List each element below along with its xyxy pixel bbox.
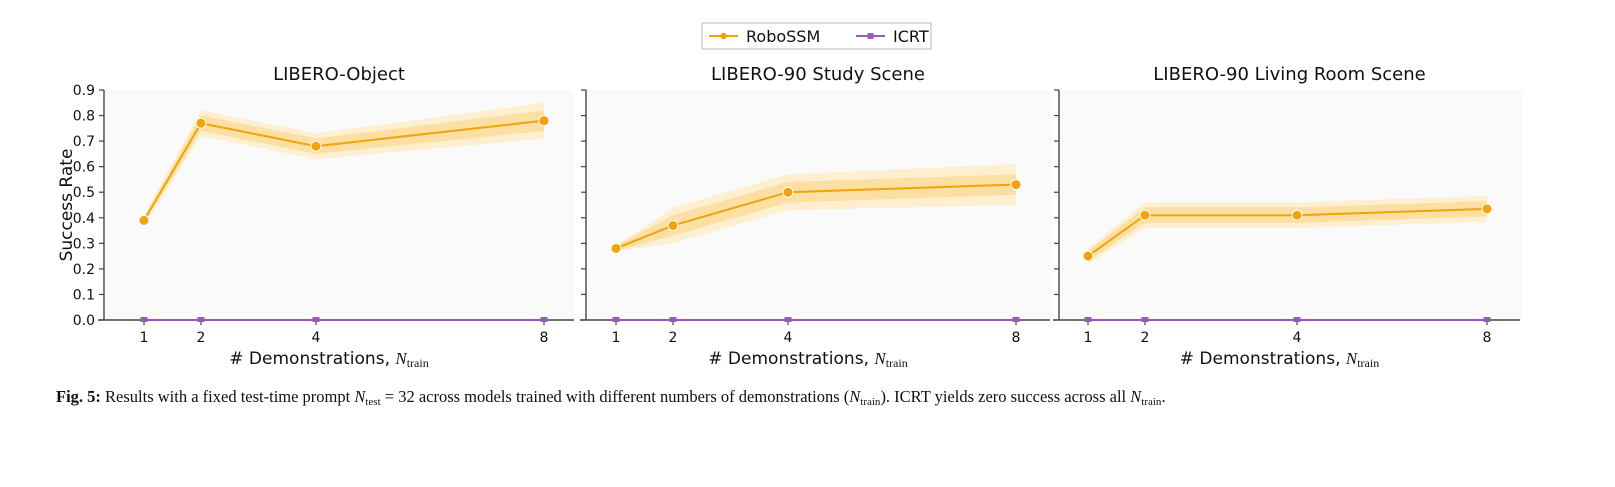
data-point-roboSSM (138, 214, 150, 226)
data-point-roboSSM (310, 140, 322, 152)
caption-sub: train (1141, 396, 1162, 408)
caption-text: . (1161, 387, 1166, 406)
series-line-roboSSM (1087, 207, 1488, 257)
panel-title: LIBERO-90 Study Scene (711, 64, 925, 85)
x-axis-label-text: # Demonstrations, (708, 349, 874, 369)
x-tick-label: 2 (669, 330, 678, 346)
data-point-roboSSM (1139, 209, 1151, 221)
data-point-icrt (540, 317, 548, 322)
x-axis-label-var: N (1345, 349, 1359, 368)
panel-title: LIBERO-Object (273, 64, 405, 85)
caption-text: = 32 across models trained with differen… (380, 387, 850, 406)
caption-var: N (354, 387, 366, 406)
panel-libero-object: LIBERO-Object Success Rate # Demonstrati… (57, 64, 574, 370)
series-line-roboSSM (615, 183, 1017, 250)
y-tick-label: 0.7 (73, 134, 95, 150)
legend-marker-icrt (867, 33, 874, 39)
y-tick-label: 0.8 (73, 109, 95, 125)
y-tick-label: 0.6 (73, 160, 95, 176)
data-point-roboSSM (610, 242, 622, 254)
x-tick-label: 1 (1084, 330, 1093, 346)
x-tick-label: 8 (540, 330, 549, 346)
data-point-roboSSM (538, 115, 550, 127)
figure: RoboSSM ICRT LIBERO-Object Success Rate … (57, 22, 1522, 370)
x-tick-label: 8 (1012, 330, 1021, 346)
data-point-roboSSM (1481, 203, 1493, 215)
legend-label-roboSSM: RoboSSM (746, 27, 820, 46)
legend-label-icrt: ICRT (893, 27, 929, 46)
data-point-icrt (1293, 317, 1301, 322)
figure-caption: Fig. 5: Results with a fixed test-time p… (56, 386, 1556, 413)
x-axis-label-sub: train (407, 356, 429, 370)
data-point-roboSSM (195, 117, 207, 129)
data-point-roboSSM (667, 219, 679, 231)
panel-libero-90-living-room-scene: LIBERO-90 Living Room Scene # Demonstrat… (1053, 64, 1522, 370)
confidence-band-inner (144, 110, 544, 223)
x-axis-label-text: # Demonstrations, (1180, 349, 1346, 369)
y-tick-label: 0.9 (73, 83, 95, 99)
data-point-icrt (1483, 317, 1491, 322)
legend-entry-roboSSM: RoboSSM (709, 27, 820, 46)
legend-entry-icrt: ICRT (856, 27, 929, 46)
data-point-icrt (1141, 317, 1149, 322)
x-tick-label: 4 (312, 330, 321, 346)
x-axis-label-var: N (394, 349, 408, 368)
data-point-roboSSM (782, 186, 794, 198)
legend-frame (701, 22, 932, 50)
x-tick-label: 1 (140, 330, 149, 346)
x-axis-label-sub: train (1357, 356, 1379, 370)
data-point-roboSSM (1082, 250, 1094, 262)
caption-var: N (849, 387, 861, 406)
caption-text: Results with a fixed test-time prompt (100, 387, 355, 406)
x-tick-label: 4 (784, 330, 793, 346)
y-axis-label: Success Rate (57, 149, 77, 262)
confidence-band-inner (616, 174, 1016, 251)
data-point-roboSSM (1010, 179, 1022, 191)
panel-title: LIBERO-90 Living Room Scene (1153, 64, 1425, 85)
x-axis-label: # Demonstrations, Ntrain (708, 349, 907, 370)
y-tick-label: 0.1 (73, 287, 95, 303)
x-tick-label: 2 (1141, 330, 1150, 346)
y-tick-label: 0.5 (73, 185, 95, 201)
x-axis-label-text: # Demonstrations, (229, 349, 395, 369)
data-point-roboSSM (1291, 209, 1303, 221)
caption-sub: train (860, 396, 881, 408)
y-tick-label: 0.3 (73, 236, 95, 252)
series-line-roboSSM (143, 119, 545, 221)
y-tick-label: 0.4 (73, 211, 95, 227)
x-tick-label: 1 (612, 330, 621, 346)
data-point-icrt (312, 317, 320, 322)
legend: RoboSSM ICRT (701, 22, 932, 50)
data-point-icrt (197, 317, 205, 322)
caption-sub: test (365, 396, 381, 408)
x-axis-label: # Demonstrations, Ntrain (229, 349, 428, 370)
x-axis-label-sub: train (886, 356, 908, 370)
caption-label: Fig. 5: (56, 387, 101, 406)
x-axis-label-var: N (873, 349, 887, 368)
legend-marker-roboSSM (720, 32, 727, 40)
data-point-icrt (140, 317, 148, 322)
y-tick-label: 0.2 (73, 262, 95, 278)
data-point-icrt (1084, 317, 1092, 322)
caption-var: N (1130, 387, 1142, 406)
x-tick-label: 8 (1483, 330, 1492, 346)
data-point-icrt (669, 317, 677, 322)
panel-libero-90-study-scene: LIBERO-90 Study Scene # Demonstrations, … (580, 64, 1052, 370)
data-point-icrt (612, 317, 620, 322)
caption-text: ). ICRT yields zero success across all (880, 387, 1131, 406)
data-point-icrt (1012, 317, 1020, 322)
y-tick-label: 0.0 (73, 313, 95, 329)
data-point-icrt (784, 317, 792, 322)
x-tick-label: 2 (197, 330, 206, 346)
x-tick-label: 4 (1293, 330, 1302, 346)
x-axis-label: # Demonstrations, Ntrain (1180, 349, 1379, 370)
